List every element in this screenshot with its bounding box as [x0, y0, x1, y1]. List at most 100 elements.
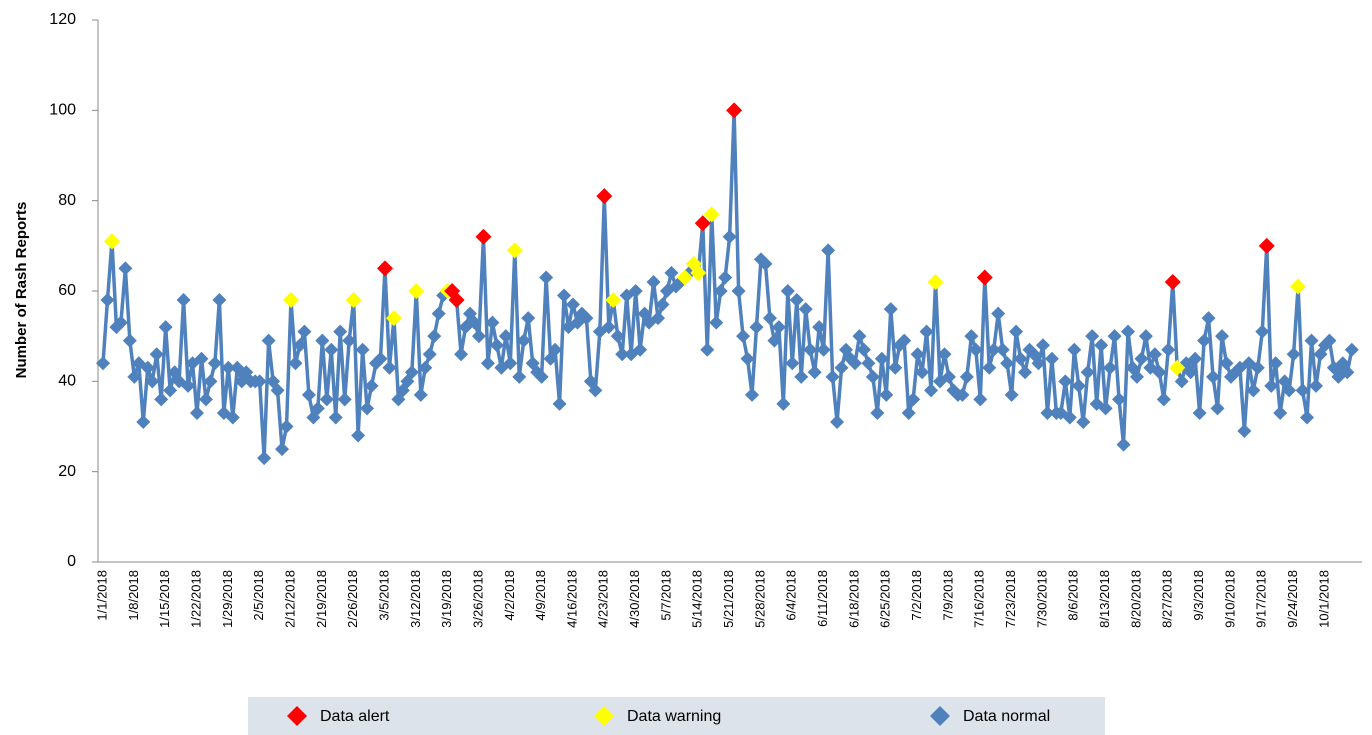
- data-point: [745, 387, 760, 402]
- data-point: [856, 342, 871, 357]
- data-point: [1062, 410, 1077, 425]
- x-tick-label: 8/20/2018: [1128, 570, 1143, 628]
- data-point: [270, 383, 285, 398]
- data-point: [96, 356, 110, 371]
- data-point: [628, 284, 643, 298]
- data-point: [1164, 273, 1181, 290]
- x-tick-label: 4/16/2018: [564, 570, 579, 628]
- data-point: [825, 369, 840, 384]
- data-point: [722, 229, 737, 244]
- data-point: [870, 405, 885, 420]
- data-point: [103, 233, 120, 250]
- data-point: [480, 356, 495, 371]
- data-point: [615, 347, 630, 362]
- data-point: [1103, 360, 1118, 375]
- data-point: [1000, 356, 1015, 371]
- data-point: [118, 261, 133, 276]
- data-point: [154, 392, 169, 407]
- data-point: [1264, 378, 1279, 393]
- data-point: [1085, 329, 1100, 344]
- x-tick-label: 4/9/2018: [533, 570, 548, 621]
- data-point: [1183, 365, 1198, 380]
- data-point: [982, 360, 997, 375]
- data-point: [579, 311, 594, 326]
- data-point: [633, 342, 648, 357]
- data-point: [140, 360, 155, 375]
- data-point: [830, 414, 845, 429]
- data-point: [906, 392, 921, 407]
- data-point: [516, 333, 531, 348]
- data-point: [297, 324, 312, 339]
- data-point: [301, 387, 316, 402]
- data-point: [1116, 437, 1131, 452]
- data-point: [749, 320, 764, 335]
- data-point: [315, 333, 330, 348]
- data-point: [149, 347, 164, 362]
- x-tick-label: 7/2/2018: [909, 570, 924, 621]
- x-tick-label: 1/15/2018: [157, 570, 172, 628]
- x-tick-label: 3/12/2018: [408, 570, 423, 628]
- data-point: [767, 333, 782, 348]
- data-point: [1152, 365, 1167, 380]
- data-point: [776, 396, 791, 411]
- data-point: [955, 387, 970, 402]
- x-tick-label: 5/28/2018: [752, 570, 767, 628]
- data-point: [1035, 338, 1050, 353]
- data-point: [740, 351, 755, 366]
- data-point: [847, 356, 862, 371]
- data-point: [471, 329, 486, 344]
- data-point: [1174, 374, 1189, 389]
- data-point: [382, 360, 397, 375]
- x-tick-label: 1/8/2018: [126, 570, 141, 621]
- data-point: [1134, 351, 1149, 366]
- x-tick-label: 4/2/2018: [502, 570, 517, 621]
- data-point: [888, 360, 903, 375]
- data-point: [345, 292, 362, 309]
- data-point: [275, 442, 290, 457]
- data-point: [1286, 347, 1301, 362]
- data-point: [758, 256, 773, 271]
- data-point: [1112, 392, 1127, 407]
- data-point: [548, 342, 563, 357]
- data-point: [1067, 342, 1082, 357]
- data-point: [207, 356, 222, 371]
- data-point: [1169, 359, 1186, 376]
- data-point: [1197, 333, 1212, 348]
- data-point: [1188, 351, 1203, 366]
- x-tick-label: 3/19/2018: [439, 570, 454, 628]
- x-tick-label: 1/1/2018: [94, 570, 109, 621]
- data-point: [610, 329, 625, 344]
- data-point: [780, 284, 795, 298]
- data-point: [351, 428, 366, 443]
- data-point: [1219, 356, 1234, 371]
- data-point: [897, 333, 912, 348]
- data-point: [676, 269, 693, 286]
- data-point: [1192, 405, 1207, 420]
- data-point: [1156, 392, 1171, 407]
- y-tick-label: 40: [58, 373, 76, 390]
- data-point: [1080, 365, 1095, 380]
- data-point: [319, 392, 334, 407]
- data-point: [736, 329, 751, 344]
- data-point: [1094, 338, 1109, 353]
- legend-marker: [930, 706, 950, 726]
- data-point: [552, 396, 567, 411]
- data-point: [927, 273, 944, 290]
- data-point: [282, 292, 299, 309]
- x-tick-label: 5/7/2018: [658, 570, 673, 621]
- data-point: [655, 297, 670, 312]
- data-point: [448, 292, 465, 309]
- data-point: [1044, 351, 1059, 366]
- data-point: [1340, 365, 1355, 380]
- data-point: [376, 260, 393, 277]
- data-point: [973, 392, 988, 407]
- data-point: [328, 410, 343, 425]
- data-point: [794, 369, 809, 384]
- data-point: [798, 302, 813, 317]
- x-tick-label: 9/10/2018: [1222, 570, 1237, 628]
- data-point: [404, 365, 419, 380]
- data-point: [127, 369, 142, 384]
- data-point: [385, 310, 402, 327]
- data-point: [454, 347, 469, 362]
- data-point: [418, 360, 433, 375]
